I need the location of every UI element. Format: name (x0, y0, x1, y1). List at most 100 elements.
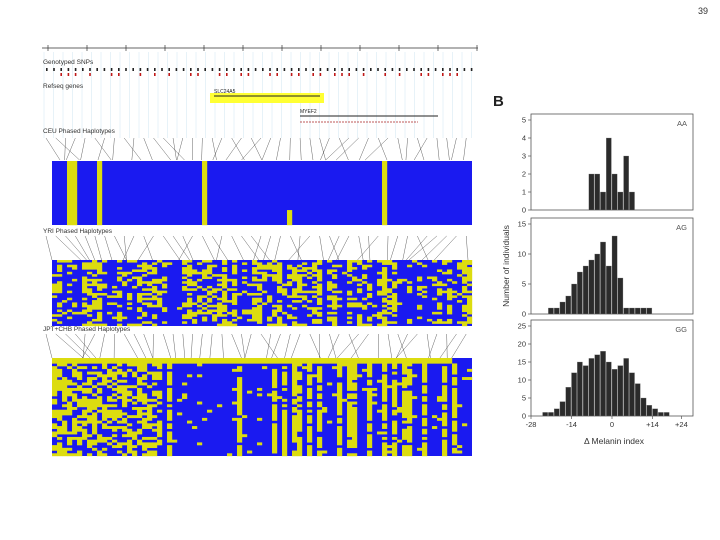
connector-line (288, 235, 310, 261)
allele-cell (207, 358, 213, 364)
allele-cell (392, 442, 398, 457)
allele-cell (142, 288, 148, 291)
allele-cell (72, 358, 78, 367)
allele-cell (277, 262, 283, 284)
allele-cell (392, 293, 398, 313)
allele-cell (52, 283, 58, 294)
allele-cell (412, 358, 418, 364)
haplotype-block-1-connectors (45, 137, 467, 161)
allele-cell (307, 415, 313, 424)
allele-cell (417, 316, 423, 320)
allele-cell (282, 409, 288, 457)
allele-cell (327, 269, 333, 275)
allele-cell (122, 316, 128, 320)
allele-cell (367, 264, 373, 268)
connector-line (163, 137, 185, 161)
allele-cell (282, 311, 288, 315)
allele-cell (217, 297, 223, 301)
connector-line (261, 137, 271, 161)
allele-cell (92, 318, 98, 322)
snp-marker-red (247, 73, 250, 76)
x-tick-label: +14 (646, 420, 659, 429)
allele-cell (162, 262, 168, 268)
allele-cell (127, 307, 133, 310)
allele-cell (87, 271, 93, 275)
allele-cell (312, 285, 318, 289)
allele-cell (312, 274, 318, 277)
connector-line (368, 235, 371, 261)
snp-marker (269, 68, 271, 71)
allele-cell (82, 302, 88, 308)
allele-cell (92, 366, 98, 370)
snp-marker (434, 68, 437, 71)
histogram-bar (588, 358, 595, 417)
snp-marker (384, 68, 386, 71)
connector-line (112, 137, 115, 161)
allele-cell (277, 300, 283, 303)
allele-cell (347, 316, 353, 320)
allele-cell (332, 283, 338, 289)
snp-marker-red (74, 73, 77, 76)
allele-cell (322, 407, 328, 413)
allele-cell (452, 447, 458, 454)
allele-cell (402, 420, 408, 424)
allele-cell (152, 314, 158, 320)
allele-cell (147, 264, 153, 270)
snp-marker (290, 68, 293, 71)
snp-marker (370, 68, 372, 71)
allele-cell (77, 385, 83, 391)
allele-cell (72, 417, 78, 435)
y-axis-label: Number of individuals (501, 225, 511, 307)
allele-cell (112, 426, 118, 432)
histogram-bar (634, 307, 641, 315)
histogram-bar (553, 408, 560, 417)
allele-cell (107, 442, 113, 446)
allele-cell (457, 450, 463, 454)
allele-cell (442, 260, 448, 265)
axis-ticks (47, 45, 478, 51)
allele-cell (202, 260, 208, 263)
gene-label-1: SLC24A5 (214, 89, 236, 95)
allele-cell (102, 283, 108, 289)
allele-cell (102, 447, 108, 451)
connector-line (325, 137, 350, 161)
allele-cell (82, 409, 88, 419)
snp-marker (190, 68, 192, 71)
allele-cell (317, 409, 323, 432)
connector-line (266, 333, 271, 359)
histogram-bar (617, 365, 624, 417)
allele-cell (347, 290, 353, 296)
allele-cell (382, 297, 388, 303)
snp-marker (197, 68, 199, 71)
allele-cell (372, 358, 378, 364)
allele-cell (237, 366, 243, 372)
allele-cell (142, 262, 148, 272)
histogram-panel-ag: AG 0 5 10 15 (518, 217, 694, 319)
allele-cell (192, 281, 198, 287)
allele-cell (402, 390, 408, 419)
allele-cell (187, 288, 193, 291)
connector-line (406, 235, 428, 261)
allele-cell (167, 431, 173, 443)
allele-cell (317, 436, 323, 449)
allele-cell (182, 382, 188, 386)
allele-cell (307, 358, 313, 372)
allele-cell (202, 316, 208, 322)
allele-cell (247, 283, 253, 287)
allele-cell (317, 269, 323, 282)
allele-cell (57, 358, 63, 367)
allele-cell (347, 393, 353, 400)
allele-cell (287, 281, 293, 287)
allele-cell (117, 304, 123, 308)
allele-cell (237, 316, 243, 320)
allele-cell (367, 379, 373, 386)
allele-cell (337, 290, 343, 294)
allele-cell (142, 274, 148, 277)
allele-cell (112, 285, 118, 289)
connector-line (446, 333, 448, 359)
connector-line (176, 137, 183, 161)
allele-cell (417, 304, 423, 310)
snp-marker (254, 68, 257, 71)
allele-cell (437, 396, 443, 402)
allele-cell (217, 278, 223, 282)
